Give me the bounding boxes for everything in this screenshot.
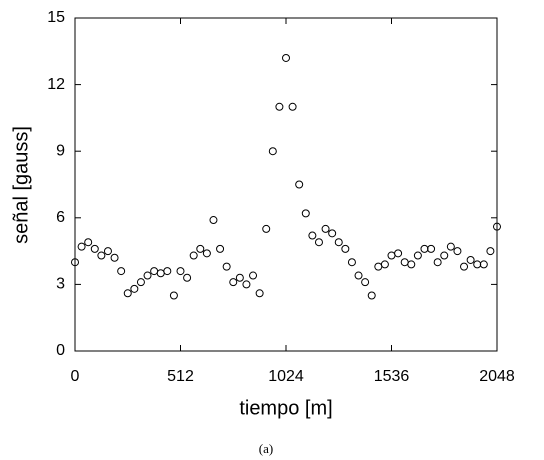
data-point [169, 291, 178, 300]
data-point [407, 260, 416, 269]
data-point [249, 271, 258, 280]
y-tick-label: 3 [56, 276, 65, 293]
data-point [275, 102, 284, 111]
data-point [229, 278, 238, 287]
data-point [440, 251, 449, 260]
data-point [394, 249, 403, 258]
plot-frame [74, 17, 498, 352]
data-point [71, 258, 79, 267]
y-tick-label: 0 [56, 342, 65, 359]
data-point [427, 244, 436, 253]
data-point [176, 267, 185, 276]
data-point [347, 258, 356, 267]
data-point [222, 262, 231, 271]
y-tick-label: 9 [56, 142, 65, 159]
data-point [103, 247, 112, 256]
data-point [282, 53, 290, 62]
caption: (a) [259, 441, 273, 456]
y-axis-label: señal [gauss] [10, 126, 32, 244]
data-point [380, 260, 389, 269]
data-point [301, 209, 310, 218]
data-point [136, 278, 145, 287]
data-point [235, 273, 244, 282]
data-point [288, 102, 297, 111]
data-point [143, 271, 152, 280]
data-point [420, 244, 429, 253]
data-point [466, 255, 475, 264]
data-point [268, 147, 277, 156]
y-tick-label: 15 [47, 9, 65, 26]
x-tick-label: 2048 [479, 368, 515, 385]
data-point [242, 280, 251, 289]
data-point [209, 216, 218, 225]
data-point [341, 244, 350, 253]
data-point [400, 258, 409, 267]
data-point [202, 249, 211, 258]
x-tick-label: 0 [71, 368, 80, 385]
data-point [433, 258, 442, 267]
x-tick-label: 1536 [374, 368, 410, 385]
data-point [314, 238, 323, 247]
data-point [446, 242, 455, 251]
data-point [110, 253, 119, 262]
data-point [413, 251, 422, 260]
data-point [77, 242, 86, 251]
data-point [493, 222, 501, 231]
data-point [183, 273, 192, 282]
data-point [123, 289, 132, 298]
data-point [460, 262, 469, 271]
data-point [295, 180, 304, 189]
data-point [473, 260, 482, 269]
data-point [150, 267, 159, 276]
data-point [196, 244, 205, 253]
data-point [367, 291, 376, 300]
x-axis-label: tiempo [m] [239, 397, 332, 419]
data-point [479, 260, 488, 269]
data-point [334, 238, 343, 247]
y-tick-label: 6 [56, 209, 65, 226]
data-point [361, 278, 370, 287]
data-point [328, 229, 337, 238]
x-tick-label: 512 [167, 368, 194, 385]
data-point [387, 251, 396, 260]
data-point [189, 251, 198, 260]
data-point [321, 224, 330, 233]
data-point [156, 269, 165, 278]
x-tick-label: 1024 [268, 368, 304, 385]
data-point [374, 262, 383, 271]
data-point [262, 224, 271, 233]
data-point [97, 251, 106, 260]
data-point [255, 289, 264, 298]
data-point [163, 267, 172, 276]
y-tick-label: 12 [47, 76, 65, 93]
data-point [90, 244, 99, 253]
data-point [84, 238, 93, 247]
data-point [130, 284, 139, 293]
data-point [308, 231, 317, 240]
data-point [453, 247, 462, 256]
data-point [216, 244, 225, 253]
data-point [486, 247, 495, 256]
data-point [117, 267, 126, 276]
data-point [354, 271, 363, 280]
